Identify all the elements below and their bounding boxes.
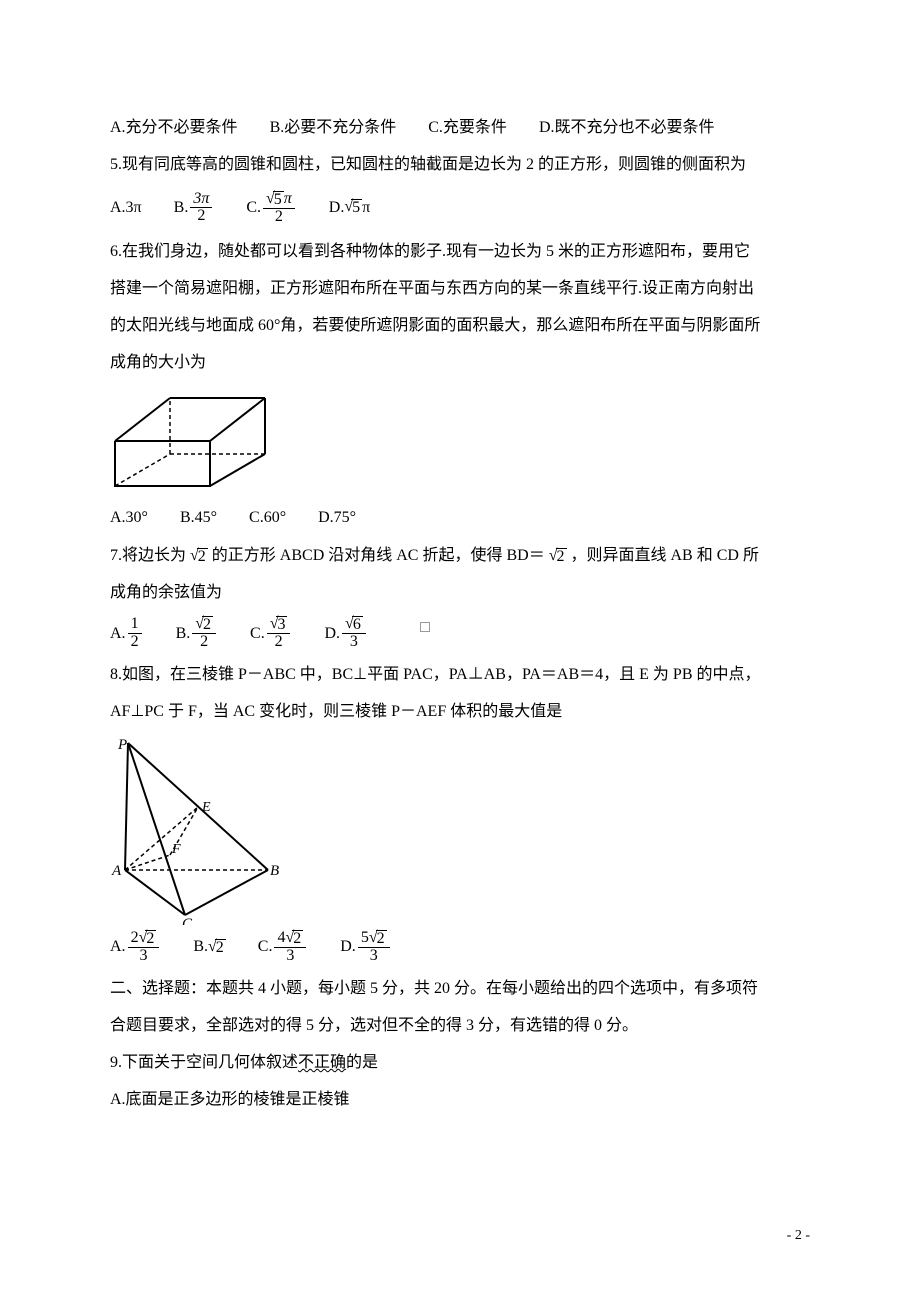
q5-opt-b: B. 3π 2 [174, 190, 215, 225]
q5-stem: 5.现有同底等高的圆锥和圆柱，已知圆柱的轴截面是边长为 2 的正方形，则圆锥的侧… [110, 147, 810, 182]
q8-opt-b: B. √2 [193, 929, 225, 964]
q7-opt-c: C. √32 [250, 616, 292, 651]
q6-line4: 成角的大小为 [110, 345, 810, 380]
q8-line1: 8.如图，在三棱锥 P－ABC 中，BC⊥平面 PAC，PA⊥AB，PA＝AB＝… [110, 657, 810, 692]
q5-opt-c: C. √5π 2 [246, 190, 296, 225]
svg-text:A: A [111, 863, 122, 879]
q6-line2: 搭建一个简易遮阳棚，正方形遮阳布所在平面与东西方向的某一条直线平行.设正南方向射… [110, 271, 810, 306]
q8-opt-a: A. 2√23 [110, 929, 161, 964]
svg-text:C: C [182, 916, 193, 925]
q4-opt-b: B.必要不充分条件 [270, 110, 397, 145]
q4-opt-d: D.既不充分也不必要条件 [539, 110, 715, 145]
section2-line1: 二、选择题：本题共 4 小题，每小题 5 分，共 20 分。在每小题给出的四个选… [110, 971, 810, 1006]
page-number: - 2 - [787, 1221, 810, 1252]
svg-text:F: F [171, 842, 181, 857]
q9-opt-a: A.底面是正多边形的棱锥是正棱锥 [110, 1082, 810, 1117]
q6-opt-c: C.60° [249, 500, 286, 535]
q4-opt-c: C.充要条件 [428, 110, 507, 145]
q7-opt-b: B. √22 [176, 616, 218, 651]
q8-options: A. 2√23 B. √2 C. 4√23 D. 5√23 [110, 929, 810, 964]
q6-line1: 6.在我们身边，随处都可以看到各种物体的影子.现有一边长为 5 米的正方形遮阳布… [110, 234, 810, 269]
q7-opt-a: A. 12 [110, 616, 144, 651]
svg-text:B: B [270, 863, 279, 879]
q6-figure [110, 386, 810, 496]
svg-text:E: E [201, 800, 211, 815]
q8-opt-c: C. 4√23 [258, 929, 308, 964]
prism-icon [110, 386, 270, 496]
q4-options: A.充分不必要条件 B.必要不充分条件 C.充要条件 D.既不充分也不必要条件 [110, 110, 810, 145]
q8-line2: AF⊥PC 于 F，当 AC 变化时，则三棱锥 P－AEF 体积的最大值是 [110, 694, 810, 729]
q5-opt-d: D. √5 π [329, 190, 370, 225]
q8-opt-d: D. 5√23 [340, 929, 391, 964]
q4-opt-a: A.充分不必要条件 [110, 110, 238, 145]
q7-options: A. 12 B. √22 C. √32 D. √63 [110, 616, 810, 651]
q6-line3: 的太阳光线与地面成 60°角，若要使所遮阴影面的面积最大，那么遮阳布所在平面与阴… [110, 308, 810, 343]
q7-line1: 7.将边长为 √2 的正方形 ABCD 沿对角线 AC 折起，使得 BD＝ √2… [110, 538, 810, 573]
svg-text:P: P [117, 737, 127, 753]
tetrahedron-icon: P E F A B C [110, 735, 280, 925]
q6-opt-d: D.75° [318, 500, 356, 535]
q6-options: A.30° B.45° C.60° D.75° [110, 500, 810, 535]
q6-opt-a: A.30° [110, 500, 148, 535]
q5-options: A.3π B. 3π 2 C. √5π 2 D. √5 π [110, 190, 810, 225]
q9-stem: 9.下面关于空间几何体叙述不正确的是 [110, 1045, 810, 1080]
q6-opt-b: B.45° [180, 500, 217, 535]
q5-opt-a: A.3π [110, 190, 142, 225]
q7-line2: 成角的余弦值为 [110, 575, 810, 610]
watermark-icon [420, 622, 430, 632]
section2-line2: 合题目要求，全部选对的得 5 分，选对但不全的得 3 分，有选错的得 0 分。 [110, 1008, 810, 1043]
q8-figure: P E F A B C [110, 735, 810, 925]
q7-opt-d: D. √63 [324, 616, 367, 651]
